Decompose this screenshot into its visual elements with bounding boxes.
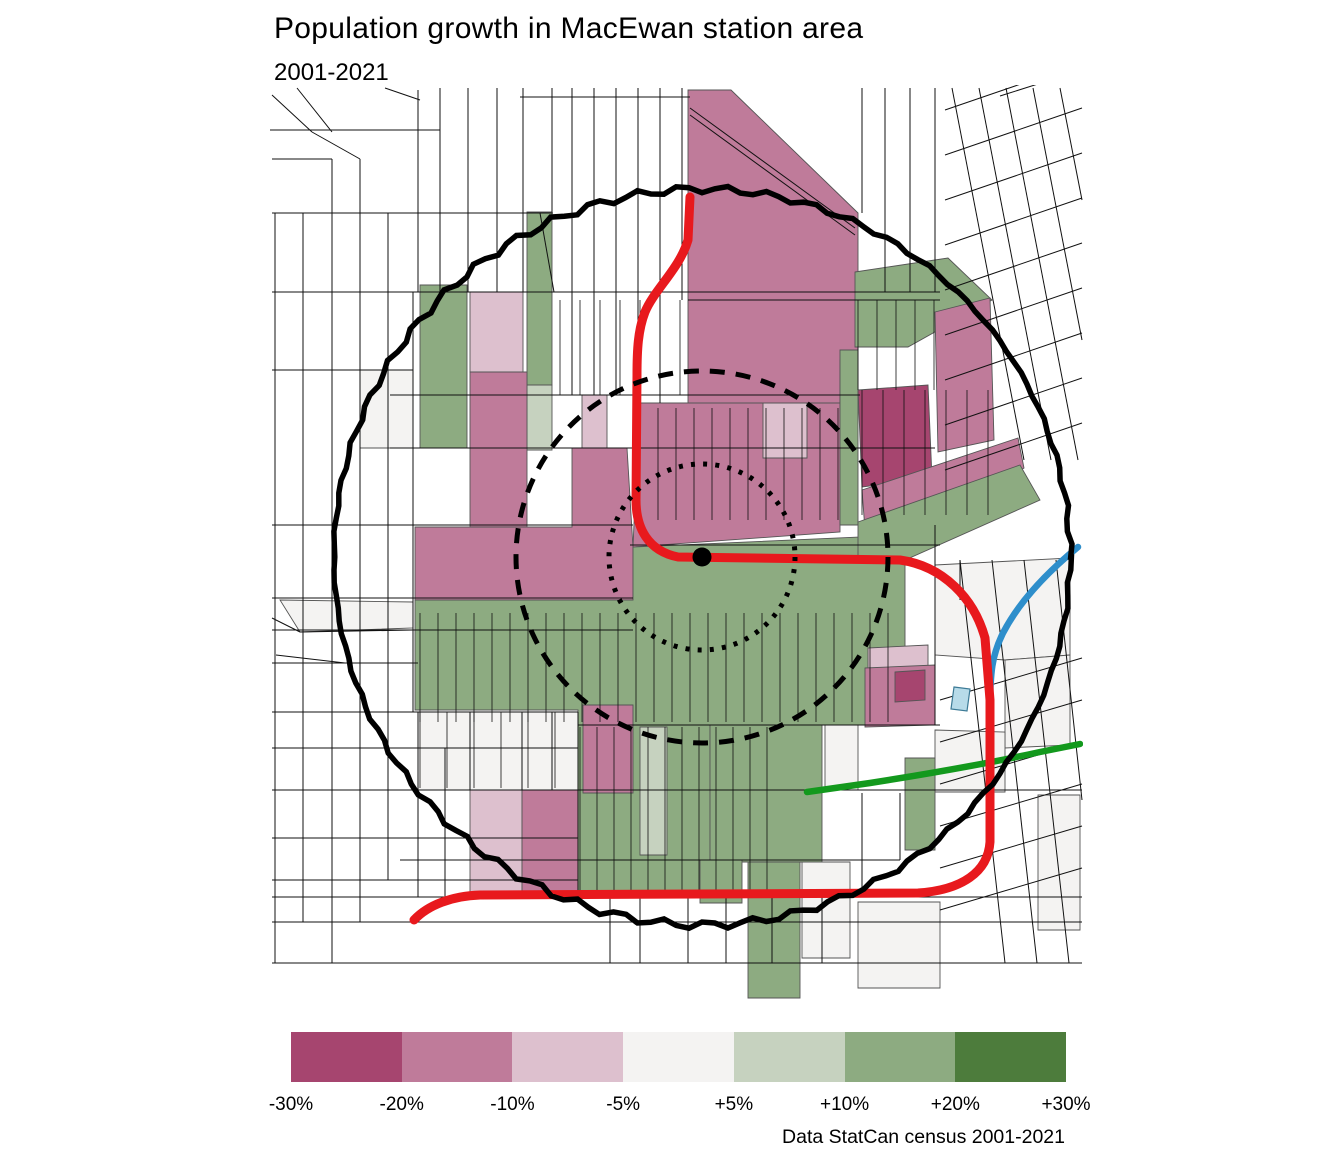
station-dot [692, 547, 712, 567]
census-block [419, 284, 468, 449]
legend-color-bar [291, 1032, 1067, 1082]
legend-swatch [955, 1032, 1067, 1082]
legend-label: +20% [930, 1094, 980, 1115]
census-block [857, 464, 1041, 561]
page-title: Population growth in MacEwan station are… [274, 12, 864, 45]
legend-swatch [844, 1032, 956, 1082]
legend-swatch [291, 1032, 402, 1082]
legend-swatch [733, 1032, 845, 1082]
census-block [687, 89, 859, 404]
legend-label: +10% [820, 1094, 870, 1115]
census-block [526, 211, 553, 386]
radius-ring-middle [513, 368, 891, 746]
radius-ring-outer [331, 183, 1075, 932]
route-green [803, 740, 1083, 796]
census-block [747, 861, 801, 999]
legend-label: +5% [714, 1094, 754, 1115]
census-block [1037, 794, 1081, 931]
census-block [824, 724, 859, 791]
legend-label: -5% [606, 1094, 641, 1115]
census-block [417, 711, 579, 791]
radius-ring-inner [606, 461, 798, 653]
census-block [839, 349, 859, 526]
census-block [469, 291, 524, 373]
legend-label: -20% [379, 1094, 424, 1115]
legend-swatch [401, 1032, 513, 1082]
pond [950, 686, 971, 712]
lrt-route-red [409, 192, 995, 925]
legend-label: -30% [268, 1094, 314, 1115]
census-block [857, 901, 941, 989]
legend-labels: -30% -20% -10% -5% +5% +10% +20% +30% [269, 1094, 1091, 1118]
census-block [279, 599, 414, 633]
census-block [632, 402, 841, 548]
census-block [904, 757, 936, 851]
map-layers [270, 85, 1083, 999]
legend-swatch [623, 1032, 734, 1082]
census-block [359, 369, 414, 449]
data-source-caption: Data StatCan census 2001-2021 [782, 1126, 1065, 1148]
census-block [867, 644, 929, 669]
census-block [894, 669, 926, 703]
legend-swatch [512, 1032, 624, 1082]
legend-label: -10% [490, 1094, 535, 1115]
census-block [1004, 654, 1071, 749]
census-block [639, 726, 668, 856]
legend-label: +30% [1041, 1094, 1091, 1115]
census-block [469, 789, 523, 898]
census-block [582, 704, 634, 794]
census-block [801, 861, 851, 959]
census-block [762, 402, 808, 459]
page-subtitle: 2001-2021 [274, 59, 389, 86]
